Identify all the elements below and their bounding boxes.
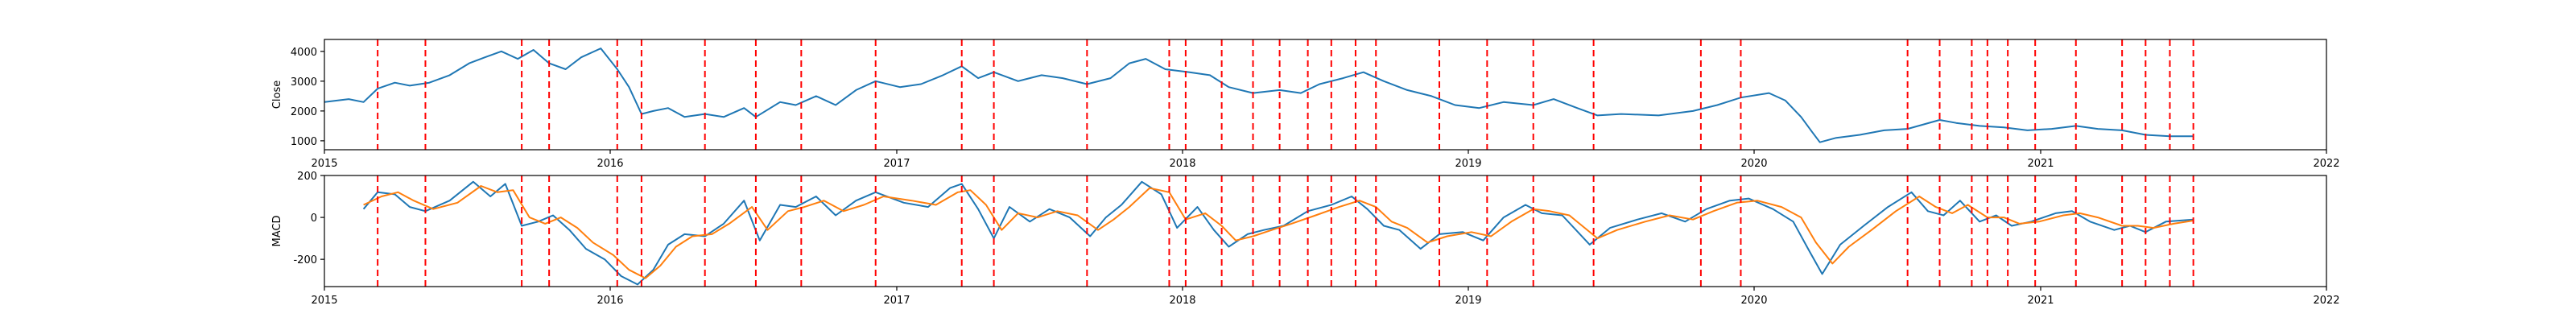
close-x-tick-label: 2022 xyxy=(2313,158,2339,170)
close-x-tick-label: 2017 xyxy=(883,158,910,170)
close-x-tick-label: 2020 xyxy=(1740,158,1767,170)
macd-y-tick-label: -200 xyxy=(293,254,317,266)
macd-y-tick-label: 0 xyxy=(311,213,317,225)
close-y-axis-label: Close xyxy=(271,80,283,109)
macd-x-tick-label: 2019 xyxy=(1455,295,1481,307)
close-x-tick-label: 2015 xyxy=(311,158,337,170)
close-x-tick-label: 2018 xyxy=(1169,158,1195,170)
macd-y-axis-label: MACD xyxy=(271,216,283,247)
macd-series-1-line xyxy=(363,185,2194,279)
macd-x-tick-label: 2018 xyxy=(1169,295,1195,307)
close-y-tick-label: 1000 xyxy=(291,136,317,148)
macd-x-tick-label: 2017 xyxy=(883,295,910,307)
macd-panel: 2015 2016 2017 2018 2019 2020 2021 2022 -200 0 200… xyxy=(271,171,2340,307)
close-y-tick-label: 2000 xyxy=(291,106,317,118)
close-series-0-line xyxy=(324,47,2194,143)
macd-x-tick-label: 2015 xyxy=(311,295,337,307)
macd-x-tick-label: 2021 xyxy=(2027,295,2054,307)
close-y-tick-label: 3000 xyxy=(291,76,317,89)
close-x-tick-label: 2019 xyxy=(1455,158,1481,170)
close-y-tick-label: 4000 xyxy=(291,47,317,59)
macd-axes-frame xyxy=(324,175,2327,287)
macd-x-tick-label: 2022 xyxy=(2313,295,2339,307)
macd-x-tick-label: 2020 xyxy=(1740,295,1767,307)
close-axes-frame xyxy=(324,39,2327,151)
macd-series-0-line xyxy=(362,180,2194,286)
macd-y-tick-label: 200 xyxy=(297,171,317,183)
close-price-panel: 2015 2016 2017 2018 2019 2020 2021 2022 1000 2000… xyxy=(271,39,2340,170)
macd-x-tick-label: 2016 xyxy=(597,295,623,307)
close-x-tick-label: 2021 xyxy=(2027,158,2054,170)
close-x-tick-label: 2016 xyxy=(597,158,623,170)
